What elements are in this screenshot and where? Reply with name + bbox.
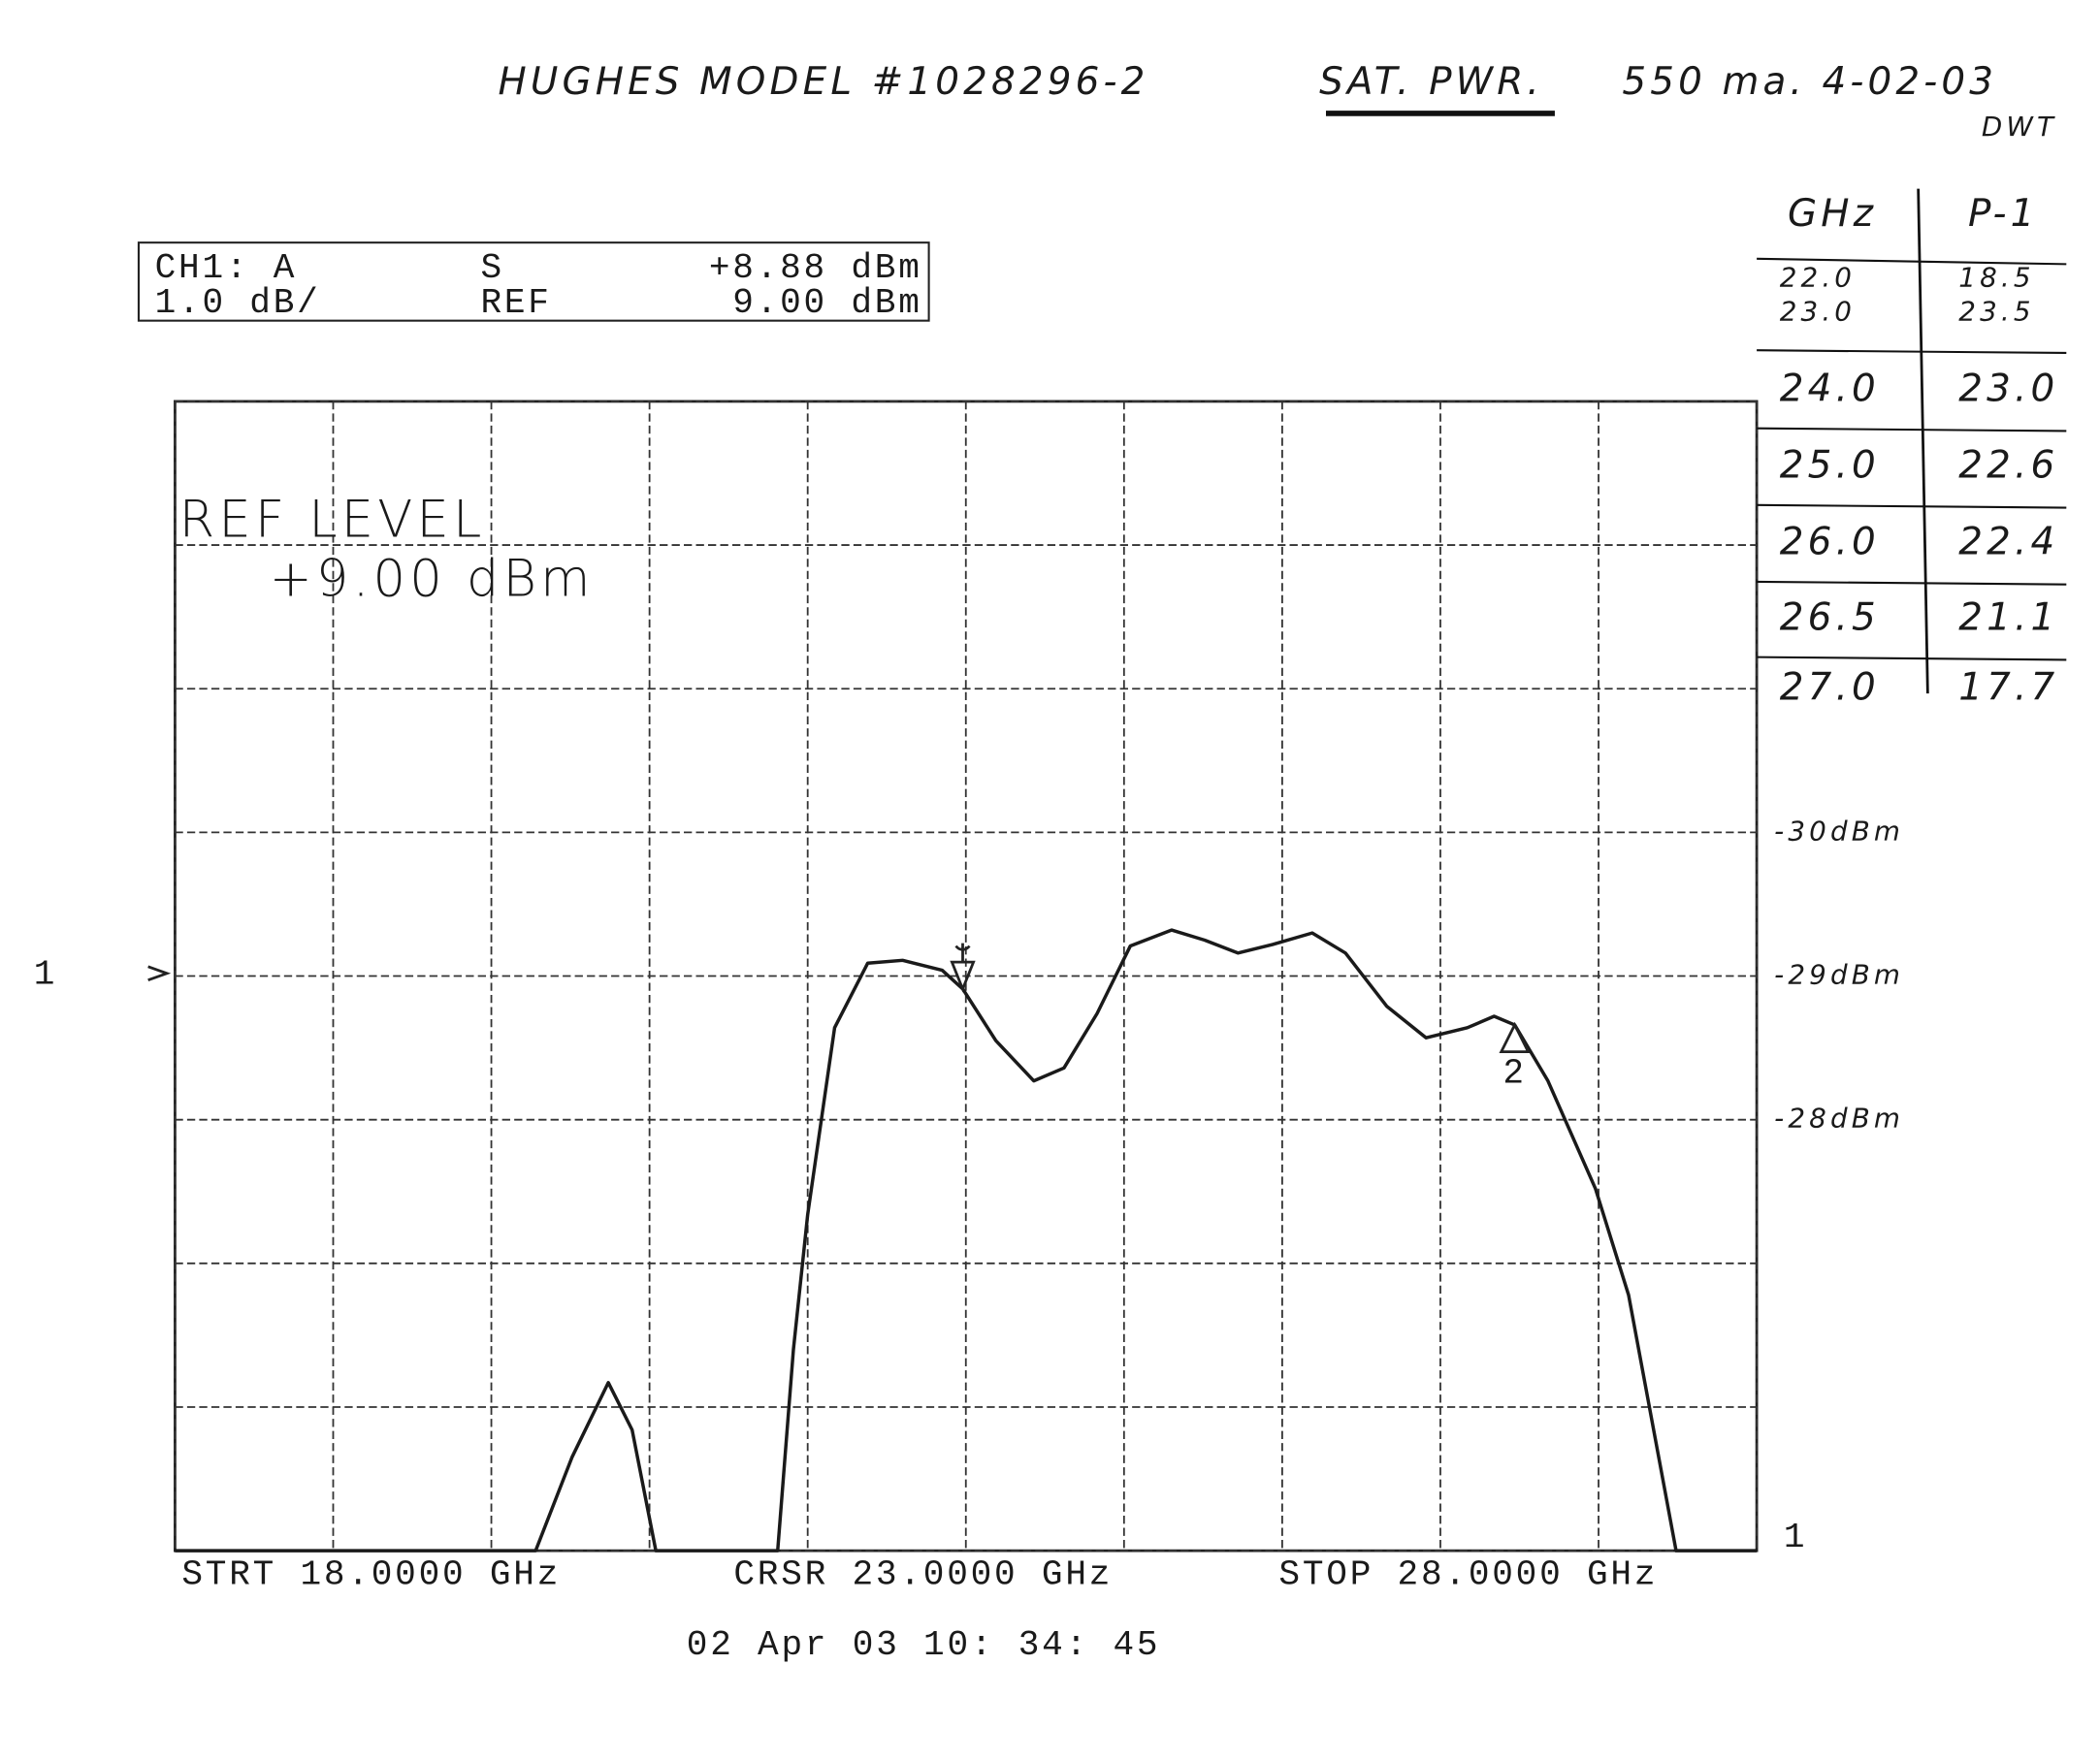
stop-label: STOP 28.0000 GHz xyxy=(1278,1555,1658,1595)
table-cell: 27.0 xyxy=(1780,665,1880,709)
table-rule xyxy=(1757,257,2067,266)
table-header: P-1 xyxy=(1968,192,2039,236)
header-sat-pwr: SAT. PWR. xyxy=(1319,60,1543,104)
table-cell: 21.1 xyxy=(1958,595,2058,639)
ref-level-value: +9.00 dBm xyxy=(270,550,595,609)
table-cell: 22.6 xyxy=(1958,443,2058,487)
timestamp: 02 Apr 03 10: 34: 45 xyxy=(687,1625,1161,1665)
channel-label: 1 xyxy=(1784,1518,1807,1557)
table-rule xyxy=(1757,656,2067,661)
table-cell: 23.5 xyxy=(1958,295,2034,327)
table-cell: 23.0 xyxy=(1958,367,2058,410)
header-initials: DWT xyxy=(1982,111,2057,143)
annotation: -29dBm xyxy=(1774,959,1904,991)
status-s: S xyxy=(480,248,503,288)
table-cell: 18.5 xyxy=(1958,262,2034,294)
status-channel: CH1: A xyxy=(155,248,298,288)
table-cell: 24.0 xyxy=(1780,367,1880,410)
table-cell: 22.4 xyxy=(1958,521,2058,564)
trace xyxy=(175,928,1758,1553)
marker xyxy=(1499,1021,1531,1054)
ref-position-arrow xyxy=(147,965,172,982)
status-ref: REF xyxy=(480,283,551,323)
status-box xyxy=(137,241,930,322)
table-rule xyxy=(1757,349,2067,355)
annotation: -28dBm xyxy=(1774,1103,1904,1135)
table-cell: 23.0 xyxy=(1780,295,1856,327)
table-rule xyxy=(1757,503,2067,509)
table-cell: 26.0 xyxy=(1780,521,1880,564)
table-cell: 17.7 xyxy=(1958,665,2058,709)
cursor-marker xyxy=(950,943,976,993)
table-rule xyxy=(1757,580,2067,586)
ref-level-label: REF LEVEL xyxy=(179,491,486,550)
start-label: STRT 18.0000 GHz xyxy=(181,1555,561,1595)
table-cell: 26.5 xyxy=(1780,595,1880,639)
table-divider xyxy=(1917,188,1929,694)
cursor-label: CRSR 23.0000 GHz xyxy=(733,1555,1113,1595)
table-rule xyxy=(1757,427,2067,432)
table-cell: 25.0 xyxy=(1780,443,1880,487)
status-ref-value: 9.00 dBm xyxy=(732,283,921,323)
status-s-value: +8.88 dBm xyxy=(709,248,922,288)
annotation: -30dBm xyxy=(1774,815,1904,847)
table-cell: 22.0 xyxy=(1780,262,1856,294)
channel-label: 1 xyxy=(34,955,57,995)
marker-label: 2 xyxy=(1502,1053,1526,1093)
header-model: HUGHES MODEL #1028296-2 xyxy=(498,60,1148,104)
status-scale: 1.0 dB/ xyxy=(155,283,321,323)
table-header: GHz xyxy=(1788,192,1877,236)
header-conditions: 550 ma. 4-02-03 xyxy=(1622,60,1997,104)
